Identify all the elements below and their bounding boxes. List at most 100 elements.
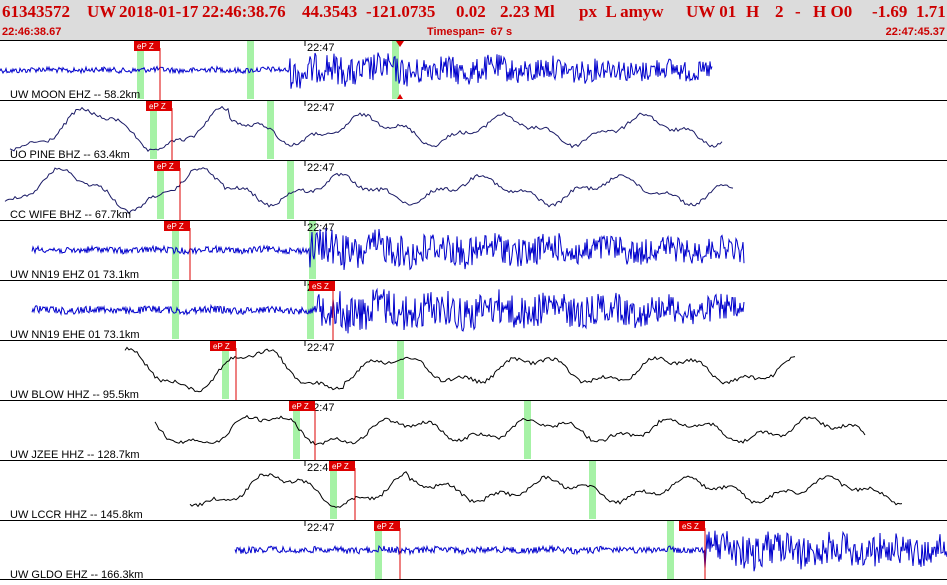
phase-pick[interactable]: eS Z: [309, 281, 335, 291]
trace-label: CC WIFE BHZ -- 67.7km: [10, 209, 131, 221]
minute-label: 22:47: [307, 42, 335, 54]
minute-label: 22:47: [307, 462, 335, 474]
pick-flag: [134, 41, 160, 51]
time-window-marker: [589, 461, 596, 519]
pick-flag: [309, 281, 335, 291]
pick-flag: [679, 521, 705, 531]
event-h-code: H O0: [813, 2, 853, 21]
trace-label: UW NN19 EHZ 01 73.1km: [10, 269, 139, 281]
event-id: 61343572: [2, 2, 70, 21]
minute-label: 22:47: [307, 102, 335, 114]
trace-row[interactable]: 22:47eS ZUW NN19 EHE 01 73.1km: [0, 280, 947, 342]
pick-flag: [210, 341, 236, 351]
pick-label: eP Z: [167, 222, 184, 231]
event-time: 22:46:38.76: [202, 2, 286, 21]
seismic-waveform[interactable]: [234, 530, 947, 572]
pick-label: eP Z: [213, 342, 230, 351]
pick-label: eP Z: [292, 402, 309, 411]
event-magnitude: 2.23 Ml: [500, 2, 555, 21]
trace-label: UW GLDO EHZ -- 166.3km: [10, 569, 143, 580]
time-window-marker: [222, 341, 229, 399]
seismic-waveform[interactable]: [154, 414, 866, 446]
pick-flag: [164, 221, 190, 231]
event-latitude: 44.3543: [302, 2, 358, 21]
phase-pick[interactable]: eP Z: [374, 521, 400, 531]
event-depth: 0.02: [456, 2, 486, 21]
time-window-marker: [157, 161, 164, 219]
trace-label: UW MOON EHZ -- 58.2km: [10, 89, 140, 101]
pick-flag: [374, 521, 400, 531]
trace-row[interactable]: 22:47 eP Z UO PINE BHZ -- 63.4km: [0, 100, 947, 162]
event-date: 2018-01-17: [119, 2, 199, 21]
pick-label: eS Z: [312, 282, 329, 291]
event-flags: px L amyw: [579, 2, 664, 21]
seismic-waveform[interactable]: [189, 471, 903, 508]
phase-pick[interactable]: eP Z: [146, 101, 172, 111]
trace-row[interactable]: 22:47 eP Z UW NN19 EHZ 01 73.1km: [0, 220, 947, 282]
trace-label: UW LCCR HHZ -- 145.8km: [10, 509, 143, 521]
trace-row[interactable]: 22:47 eP Z UW BLOW HHZ -- 95.5km: [0, 340, 947, 402]
seismic-waveform[interactable]: [31, 287, 745, 334]
end-time: 22:47:45.37: [885, 26, 945, 38]
minute-label: 22:47: [307, 522, 335, 534]
event-dash: -: [795, 2, 801, 21]
event-summary-line: 61343572 UW 2018-01-17 22:46:38.76 44.35…: [0, 0, 947, 24]
phase-pick[interactable]: eP Z: [210, 341, 236, 351]
event-header: 61343572 UW 2018-01-17 22:46:38.76 44.35…: [0, 0, 947, 40]
event-value2: 1.71: [916, 2, 946, 21]
phase-pick[interactable]: eP Z: [154, 161, 180, 171]
minute-label: 22:47: [307, 162, 335, 174]
pick-flag: [154, 161, 180, 171]
phase-pick[interactable]: eP Z: [289, 401, 315, 411]
trace-label: UW NN19 EHE 01 73.1km: [10, 329, 140, 341]
phase-pick[interactable]: eP Z: [164, 221, 190, 231]
time-window-marker: [150, 101, 157, 159]
time-window-marker: [172, 281, 179, 339]
seismic-waveform[interactable]: [4, 167, 734, 215]
time-window-marker: [330, 461, 337, 519]
time-window-marker: [524, 401, 531, 459]
phase-pick[interactable]: eP Z: [329, 461, 355, 471]
seismic-waveform[interactable]: [9, 105, 723, 152]
marker-triangle-bottom: [397, 94, 403, 99]
phase-pick[interactable]: eS Z: [679, 521, 705, 531]
start-time: 22:46:38.67: [2, 26, 62, 38]
pick-flag: [329, 461, 355, 471]
pick-flag: [146, 101, 172, 111]
event-h-num: 2: [775, 2, 784, 21]
trace-label: UO PINE BHZ -- 63.4km: [10, 149, 130, 161]
phase-pick[interactable]: eP Z: [134, 41, 160, 51]
pick-flag: [289, 401, 315, 411]
time-window-marker: [137, 41, 144, 99]
timespan-label: Timespan= 67 s: [427, 26, 513, 38]
event-network: UW: [87, 2, 117, 21]
event-value1: -1.69: [872, 2, 908, 21]
time-window-marker: [293, 401, 300, 459]
seismic-waveform[interactable]: [124, 346, 796, 393]
time-window-marker: [397, 341, 404, 399]
trace-label: UW BLOW HHZ -- 95.5km: [10, 389, 139, 401]
minute-label: 22:47: [307, 342, 335, 354]
time-window-marker: [287, 161, 294, 219]
seismic-waveform[interactable]: [31, 227, 745, 271]
time-window-marker: [667, 521, 674, 579]
pick-label: eP Z: [332, 462, 349, 471]
pick-label: eP Z: [157, 162, 174, 171]
trace-row[interactable]: 22:47 eP Z eS Z UW GLDO EHZ -- 166.3km: [0, 520, 947, 581]
trace-label: UW JZEE HHZ -- 128.7km: [10, 449, 140, 461]
pick-label: eP Z: [377, 522, 394, 531]
event-source: UW 01: [686, 2, 737, 21]
trace-row[interactable]: 22:47 eP Z CC WIFE BHZ -- 67.7km: [0, 160, 947, 222]
pick-label: eP Z: [149, 102, 166, 111]
seismic-waveform[interactable]: [0, 52, 713, 89]
event-h-flag: H: [746, 2, 760, 21]
pick-label: eP Z: [137, 42, 154, 51]
time-window-marker: [267, 101, 274, 159]
minute-label: 22:47: [307, 222, 335, 234]
trace-row[interactable]: 22:47 eP Z UW MOON EHZ -- 58.2km: [0, 40, 947, 102]
marker-triangle-top: [396, 41, 404, 47]
